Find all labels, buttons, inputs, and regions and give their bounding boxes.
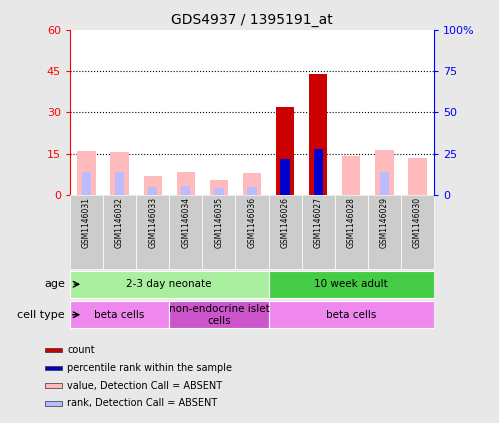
Text: GSM1146036: GSM1146036 xyxy=(248,197,256,248)
Bar xyxy=(309,74,327,195)
Bar xyxy=(243,173,261,195)
Bar xyxy=(368,195,401,269)
Text: rank, Detection Call = ABSENT: rank, Detection Call = ABSENT xyxy=(67,398,218,409)
Bar xyxy=(375,149,394,195)
Text: percentile rank within the sample: percentile rank within the sample xyxy=(67,363,233,373)
Bar xyxy=(268,271,434,298)
Bar xyxy=(342,157,360,195)
Text: age: age xyxy=(44,279,65,289)
Text: GSM1146029: GSM1146029 xyxy=(380,197,389,248)
Bar xyxy=(210,180,228,195)
Text: value, Detection Call = ABSENT: value, Detection Call = ABSENT xyxy=(67,381,223,391)
Bar xyxy=(380,172,389,195)
Bar xyxy=(45,348,62,352)
Bar xyxy=(268,195,302,269)
Bar xyxy=(169,195,202,269)
Text: non-endocrine islet
cells: non-endocrine islet cells xyxy=(169,304,269,326)
Bar xyxy=(276,107,294,195)
Text: 2-3 day neonate: 2-3 day neonate xyxy=(126,279,212,289)
Text: GSM1146035: GSM1146035 xyxy=(215,197,224,248)
Text: beta cells: beta cells xyxy=(326,310,377,320)
Bar xyxy=(70,195,103,269)
Bar xyxy=(268,301,434,328)
Title: GDS4937 / 1395191_at: GDS4937 / 1395191_at xyxy=(171,13,333,27)
Text: GSM1146027: GSM1146027 xyxy=(314,197,323,248)
Bar xyxy=(409,158,427,195)
Bar xyxy=(280,159,290,195)
Bar xyxy=(144,176,162,195)
Text: GSM1146031: GSM1146031 xyxy=(82,197,91,248)
Text: GSM1146030: GSM1146030 xyxy=(413,197,422,248)
Bar xyxy=(169,301,268,328)
Text: GSM1146034: GSM1146034 xyxy=(181,197,190,248)
Text: 10 week adult: 10 week adult xyxy=(314,279,388,289)
Bar xyxy=(248,187,256,195)
Bar xyxy=(70,301,169,328)
Bar xyxy=(401,195,434,269)
Bar xyxy=(70,271,268,298)
Bar xyxy=(313,149,323,195)
Text: GSM1146032: GSM1146032 xyxy=(115,197,124,248)
Text: GSM1146033: GSM1146033 xyxy=(148,197,157,248)
Text: GSM1146026: GSM1146026 xyxy=(280,197,289,248)
Text: GSM1146028: GSM1146028 xyxy=(347,197,356,248)
Text: beta cells: beta cells xyxy=(94,310,145,320)
Bar xyxy=(136,195,169,269)
Bar xyxy=(236,195,268,269)
Bar xyxy=(177,172,195,195)
Bar xyxy=(45,366,62,370)
Bar xyxy=(45,401,62,406)
Text: cell type: cell type xyxy=(17,310,65,320)
Bar xyxy=(103,195,136,269)
Bar xyxy=(82,172,91,195)
Bar xyxy=(148,187,157,195)
Bar xyxy=(77,151,95,195)
Bar xyxy=(335,195,368,269)
Bar xyxy=(45,384,62,388)
Bar xyxy=(115,172,124,195)
Text: count: count xyxy=(67,345,95,355)
Bar xyxy=(214,188,224,195)
Bar xyxy=(302,195,335,269)
Bar xyxy=(202,195,236,269)
Bar xyxy=(110,152,129,195)
Bar xyxy=(181,186,191,195)
